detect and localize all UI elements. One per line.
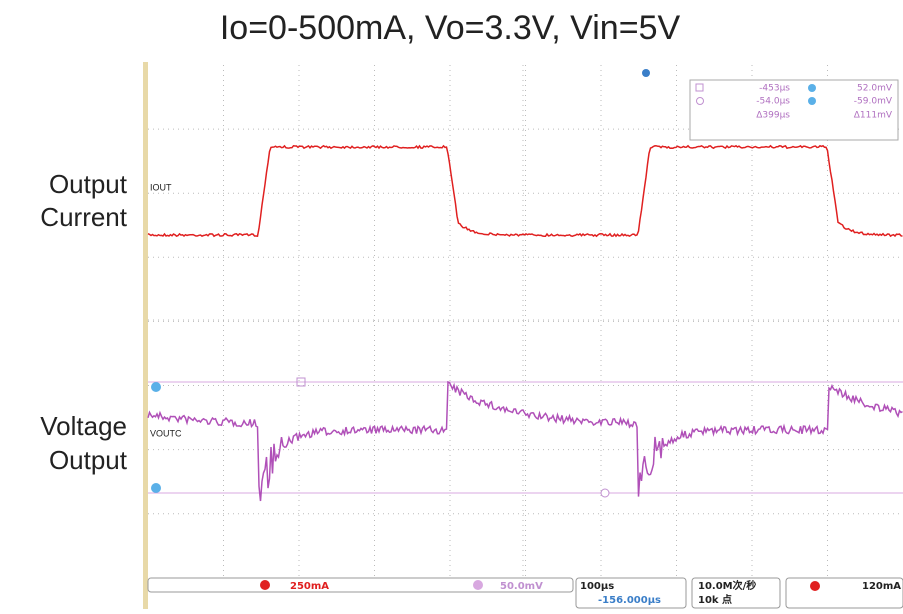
status: 10k 点 (698, 593, 732, 606)
readout: 52.0mV (857, 84, 893, 94)
status: 10.0M次/秒 (698, 579, 756, 592)
readout: -54.0µs (756, 97, 790, 107)
status: 250mA (290, 581, 329, 592)
readout: -453µs (759, 84, 790, 94)
cursor-marker (601, 489, 609, 497)
channel-label: IOUT (150, 182, 172, 192)
icon (808, 97, 816, 105)
readout: Δ399µs (756, 111, 790, 121)
channel-label: VOUTC (150, 428, 182, 438)
status-bar: 250mA 50.0mV 100µs -156.000µs 10.0M次/秒 1… (148, 578, 903, 608)
icon (808, 84, 816, 92)
cursor-readout: -453µs 52.0mV -54.0µs -59.0mV Δ399µs Δ11… (690, 80, 898, 140)
icon (260, 580, 270, 590)
side-label: Current (40, 202, 127, 232)
status: -156.000µs (598, 595, 661, 606)
side-label: Output (49, 445, 128, 475)
grid (148, 65, 903, 578)
status: 120mA (862, 581, 901, 592)
cursor-tag (151, 483, 161, 493)
scope-border (143, 62, 148, 609)
status: 100µs (580, 581, 614, 592)
page: Io=0-500mA, Vo=3.3V, Vin=5V Output Curre… (0, 0, 903, 609)
side-label: Output (49, 169, 128, 199)
trigger-tag (642, 69, 650, 77)
icon (473, 580, 483, 590)
readout: -59.0mV (854, 97, 893, 107)
side-label: Voltage (40, 411, 127, 441)
status: 50.0mV (500, 581, 543, 592)
cursor-tag (151, 382, 161, 392)
readout: Δ111mV (854, 111, 893, 121)
icon (810, 581, 820, 591)
title: Io=0-500mA, Vo=3.3V, Vin=5V (220, 9, 681, 47)
voltage-waveform (148, 382, 903, 501)
